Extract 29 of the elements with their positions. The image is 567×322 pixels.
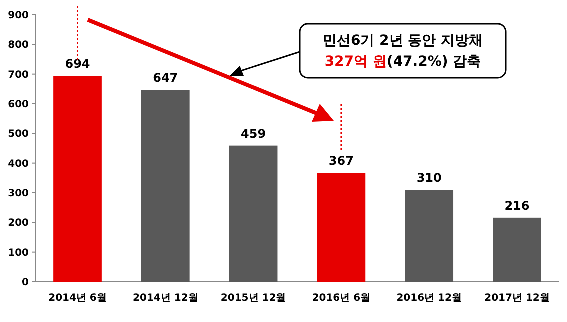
x-tick-label: 2015년 12월 bbox=[220, 293, 286, 304]
x-tick-label: 2016년 6월 bbox=[312, 293, 371, 304]
y-tick-label: 0 bbox=[22, 278, 30, 288]
bar bbox=[493, 218, 542, 282]
y-tick-label: 700 bbox=[8, 70, 30, 81]
x-tick-label: 2017년 12월 bbox=[484, 293, 550, 304]
annotation: 민선6기 2년 동안 지방채 327억 원(47.2%) 감축 bbox=[322, 33, 484, 70]
y-tick-label: 500 bbox=[8, 129, 30, 140]
y-tick-label: 100 bbox=[8, 248, 30, 259]
data-label: 694 bbox=[65, 57, 90, 72]
y-tick-label: 300 bbox=[8, 188, 30, 200]
data-label: 367 bbox=[328, 154, 354, 168]
y-tick-label: 800 bbox=[8, 40, 30, 52]
bar bbox=[405, 190, 454, 282]
data-label: 647 bbox=[153, 71, 178, 86]
bar bbox=[317, 173, 366, 282]
bar bbox=[141, 90, 190, 282]
data-label: 216 bbox=[504, 198, 530, 213]
y-tick-label: 400 bbox=[8, 158, 30, 170]
y-tick-label: 600 bbox=[8, 100, 30, 110]
x-tick-label: 2016년 12월 bbox=[396, 293, 462, 304]
bar bbox=[229, 146, 278, 282]
y-tick-label: 200 bbox=[8, 218, 30, 230]
x-tick-label: 2014년 12월 bbox=[133, 293, 198, 304]
data-label: 310 bbox=[416, 171, 442, 186]
y-tick-label: 900 bbox=[8, 10, 30, 22]
data-label: 459 bbox=[241, 126, 266, 141]
x-tick-label: 2014년 6월 bbox=[48, 293, 107, 304]
bar bbox=[54, 76, 102, 282]
